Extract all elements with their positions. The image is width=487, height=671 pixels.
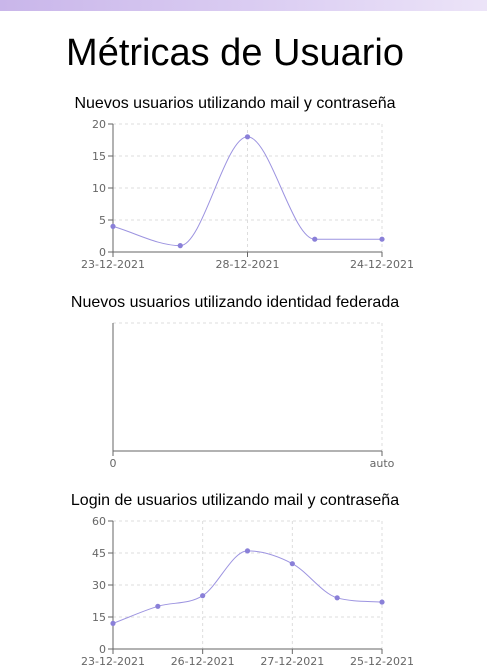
data-point — [312, 236, 318, 242]
data-point — [244, 548, 251, 554]
y-tick-label: 30 — [92, 579, 106, 592]
chart-title-new-users-federated: Nuevos usuarios utilizando identidad fed… — [70, 294, 400, 311]
data-point — [379, 236, 385, 242]
chart-title-new-users-mail: Nuevos usuarios utilizando mail y contra… — [74, 95, 396, 112]
chart-title-login-mail: Login de usuarios utilizando mail y cont… — [70, 492, 400, 509]
y-tick-label: 5 — [99, 214, 106, 227]
x-tick-label: auto — [370, 457, 395, 470]
data-point — [334, 595, 340, 601]
x-tick-label: 24-12-2021 — [350, 258, 414, 271]
x-tick-label: 27-12-2021 — [260, 655, 324, 668]
data-point — [177, 243, 183, 249]
y-tick-label: 10 — [92, 182, 106, 195]
y-tick-label: 15 — [92, 611, 106, 624]
data-point — [110, 223, 116, 229]
x-tick-label: 28-12-2021 — [216, 258, 280, 271]
y-tick-label: 0 — [99, 643, 106, 656]
data-point — [244, 134, 251, 140]
data-point — [110, 620, 116, 626]
data-point — [289, 561, 295, 567]
x-tick-label: 23-12-2021 — [81, 655, 145, 668]
x-tick-label: 0 — [110, 457, 117, 470]
y-tick-label: 45 — [92, 547, 106, 560]
chart-new-users-federated: 0 auto — [110, 322, 395, 470]
data-point — [155, 603, 161, 609]
chart-login-mail: 0 15 30 45 60 23-12-2021 26-12-2021 27-12-2021 2… — [81, 515, 414, 668]
y-tick-label: 60 — [92, 515, 106, 528]
x-tick-label: 23-12-2021 — [81, 258, 145, 271]
y-tick-label: 20 — [92, 118, 106, 131]
top-accent-bar — [0, 0, 487, 11]
y-tick-label: 15 — [92, 150, 106, 163]
page-title: Métricas de Usuario — [66, 32, 404, 74]
x-tick-label: 26-12-2021 — [171, 655, 235, 668]
chart-new-users-mail: 0 5 10 15 20 23-12-2021 28-12-2021 24-12-2021 — [81, 118, 414, 271]
x-tick-label: 25-12-2021 — [350, 655, 414, 668]
data-point — [200, 593, 206, 599]
series-line — [112, 550, 383, 624]
y-tick-label: 0 — [99, 246, 106, 259]
data-point — [379, 599, 385, 605]
